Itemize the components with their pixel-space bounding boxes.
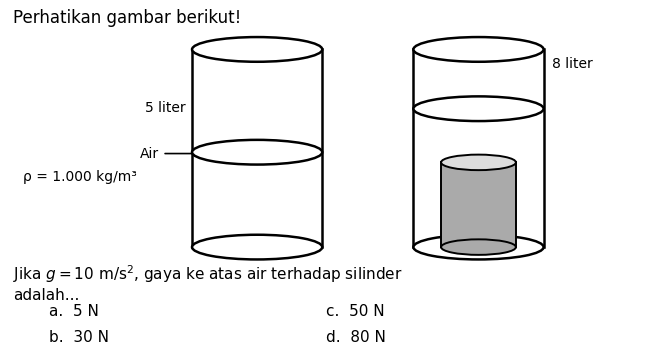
Ellipse shape <box>413 96 544 121</box>
Text: adalah...: adalah... <box>13 288 79 303</box>
Polygon shape <box>441 162 516 247</box>
Ellipse shape <box>441 155 516 170</box>
Text: Air: Air <box>141 146 219 161</box>
Text: 5 liter: 5 liter <box>145 101 186 115</box>
Ellipse shape <box>413 235 544 259</box>
Text: ρ = 1.000 kg/m³: ρ = 1.000 kg/m³ <box>23 169 137 184</box>
Text: a.  5 N: a. 5 N <box>49 304 99 318</box>
Ellipse shape <box>192 140 322 164</box>
Text: Perhatikan gambar berikut!: Perhatikan gambar berikut! <box>13 9 242 27</box>
Ellipse shape <box>192 235 322 259</box>
Text: Jika $g = 10$ m/s$^2$, gaya ke atas air terhadap silinder: Jika $g = 10$ m/s$^2$, gaya ke atas air … <box>13 263 403 285</box>
Ellipse shape <box>441 239 516 255</box>
Text: 8 liter: 8 liter <box>552 56 593 71</box>
Ellipse shape <box>192 37 322 62</box>
Ellipse shape <box>413 37 544 62</box>
Text: d.  80 N: d. 80 N <box>326 330 385 345</box>
Text: b.  30 N: b. 30 N <box>49 330 109 345</box>
Text: c.  50 N: c. 50 N <box>326 304 384 318</box>
